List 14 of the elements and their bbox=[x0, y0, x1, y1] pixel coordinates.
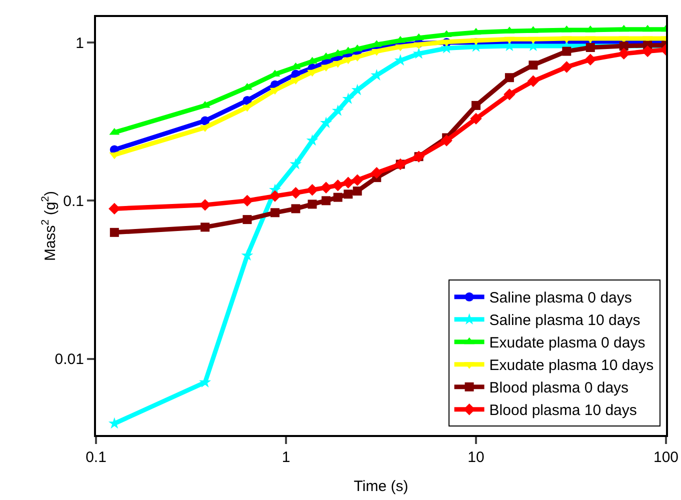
legend-label: Saline plasma 0 days bbox=[489, 290, 632, 307]
x-tick-label: 1 bbox=[282, 449, 290, 466]
x-axis-title: Time (s) bbox=[354, 478, 408, 495]
x-tick-label: 0.1 bbox=[86, 449, 106, 466]
legend-label: Exudate plasma 10 days bbox=[489, 357, 654, 374]
y-tick-label: 0.1 bbox=[63, 192, 84, 210]
x-tick-label: 10 bbox=[468, 449, 484, 466]
legend-label: Blood plasma 0 days bbox=[489, 380, 629, 397]
x-tick-label: 100 bbox=[653, 449, 679, 466]
legend-label: Saline plasma 10 days bbox=[489, 312, 640, 330]
legend-label: Blood plasma 10 days bbox=[489, 402, 637, 420]
legend-label: Exudate plasma 0 days bbox=[489, 334, 646, 352]
y-tick-label: 1 bbox=[76, 34, 84, 52]
y-tick-label: 0.01 bbox=[54, 351, 84, 368]
